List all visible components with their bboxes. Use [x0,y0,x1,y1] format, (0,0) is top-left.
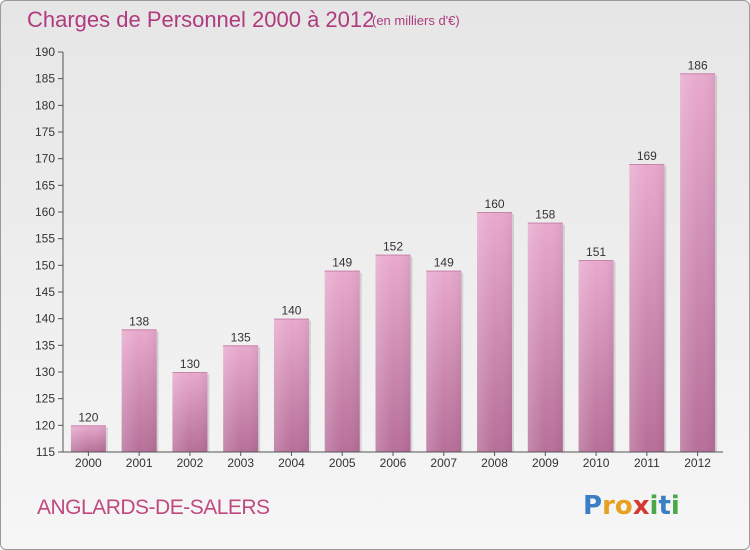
data-label: 120 [78,410,98,424]
y-tick-label: 155 [35,232,55,246]
y-axis: 115 120 125 130 135 140 145 150 155 160 165 170 175 1… [35,45,64,459]
x-tick-label: 2005 [329,456,356,470]
y-tick-label: 185 [35,72,55,86]
y-tick-label: 190 [35,45,55,59]
data-label: 149 [332,256,352,270]
data-label: 152 [383,240,403,254]
data-label: 158 [535,208,555,222]
x-tick-label: 2001 [126,456,153,470]
x-tick-label: 2003 [227,456,254,470]
bar-highlight [578,260,614,452]
x-tick-label: 2010 [583,456,610,470]
y-tick-label: 150 [35,258,55,272]
logo-letter: o [614,491,633,521]
data-label: 130 [180,357,200,371]
x-tick-label: 2011 [634,456,660,470]
x-tick-label: 2009 [532,456,559,470]
bar-highlight [324,270,360,452]
y-tick-label: 125 [35,392,55,406]
y-tick-label: 135 [35,338,55,352]
data-label: 135 [231,330,251,344]
data-label: 160 [485,197,505,211]
y-tick-label: 145 [35,285,55,299]
logo-letter: r [602,491,615,521]
bars-group: 120 138 130 135 140 149 152 149 160 158 151 169 186 [70,58,718,452]
logo-letter: t [658,491,671,521]
y-tick-label: 120 [35,418,55,432]
bar-highlight [426,270,462,452]
logo-letter: i [670,491,680,521]
y-tick-label: 165 [35,178,55,192]
y-tick-label: 175 [35,125,55,139]
bar-highlight [629,164,665,452]
bar-highlight [680,73,716,452]
y-tick-label: 170 [35,152,55,166]
logo-letter: i [649,491,659,521]
bar-highlight [477,212,513,452]
x-tick-label: 2002 [177,456,204,470]
bar-highlight [527,222,563,452]
x-tick-label: 2000 [75,456,102,470]
y-tick-label: 140 [35,312,55,326]
logo-letter: P [583,491,603,521]
place-name: ANGLARDS-DE-SALERS [37,496,270,519]
data-label: 186 [688,58,708,72]
x-tick-label: 2008 [481,456,508,470]
bar-highlight [70,425,106,452]
data-label: 149 [434,256,454,270]
data-label: 151 [586,245,606,259]
y-tick-label: 115 [36,445,55,459]
chart-subtitle: (en milliers d'€) [372,13,460,28]
bar-highlight [172,372,208,452]
data-label: 138 [129,314,149,328]
data-label: 169 [637,149,657,163]
y-tick-label: 180 [35,98,55,112]
chart-title: Charges de Personnel 2000 à 2012 [27,7,375,32]
proxiti-logo: Proxiti [583,491,680,521]
x-tick-label: 2006 [380,456,407,470]
y-tick-label: 160 [35,205,55,219]
bar-highlight [121,329,157,452]
data-label: 140 [281,304,301,318]
logo-letter: x [632,491,650,521]
bar-highlight [273,318,309,452]
x-tick-label: 2012 [684,456,711,470]
x-tick-label: 2004 [278,456,305,470]
bar-highlight [223,345,259,452]
y-tick-label: 130 [35,365,55,379]
bar-highlight [375,254,411,452]
x-axis: 2000 2001 2002 2003 2004 2005 2006 2007 2008 2009… [63,451,723,470]
x-tick-label: 2007 [430,456,457,470]
